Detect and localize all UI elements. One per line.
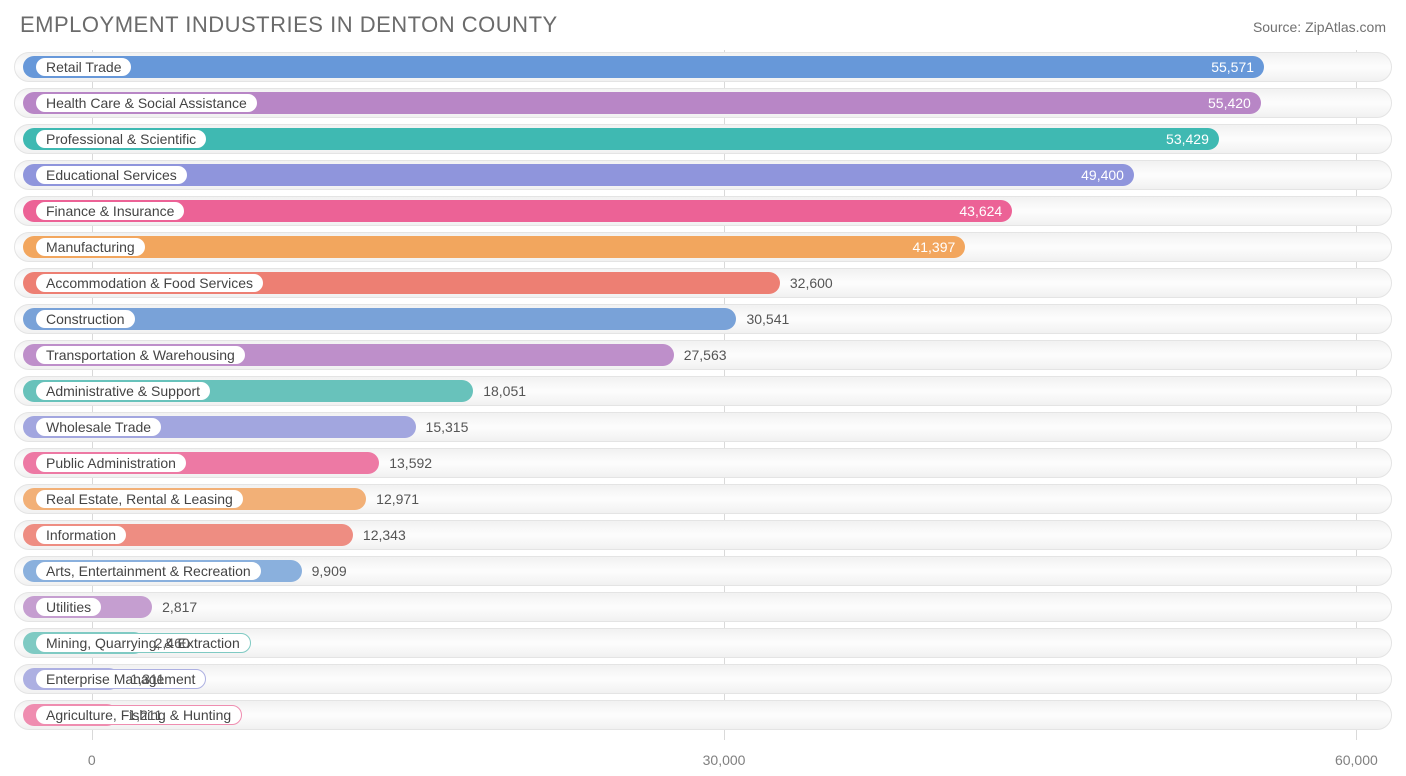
bar-value: 15,315 bbox=[426, 419, 469, 435]
chart-title: EMPLOYMENT INDUSTRIES IN DENTON COUNTY bbox=[20, 12, 558, 38]
bar-value: 49,400 bbox=[1081, 167, 1124, 183]
bar-track: 55,571 Retail Trade bbox=[14, 52, 1392, 82]
bar-label: Construction bbox=[35, 309, 136, 329]
bar-track: Enterprise Management1,311 bbox=[14, 664, 1392, 694]
bar-track: 53,429 Professional & Scientific bbox=[14, 124, 1392, 154]
bar-track: Transportation & Warehousing 27,563 bbox=[14, 340, 1392, 370]
bar-value: 1,211 bbox=[128, 707, 162, 723]
bar-fill: 49,400 bbox=[23, 164, 1134, 186]
x-axis: 0 30,000 60,000 bbox=[14, 746, 1392, 770]
bar-value: 12,971 bbox=[376, 491, 419, 507]
bar-label: Enterprise Management bbox=[35, 669, 206, 689]
bar-fill: 41,397 bbox=[23, 236, 965, 258]
bar-label: Wholesale Trade bbox=[35, 417, 162, 437]
bar-value: 30,541 bbox=[746, 311, 789, 327]
bar-track: Agriculture, Fishing & Hunting1,211 bbox=[14, 700, 1392, 730]
bar-track: Real Estate, Rental & Leasing 12,971 bbox=[14, 484, 1392, 514]
bar-track: Construction 30,541 bbox=[14, 304, 1392, 334]
bar-value: 53,429 bbox=[1166, 131, 1209, 147]
bar-track: Accommodation & Food Services 32,600 bbox=[14, 268, 1392, 298]
axis-tick-label: 0 bbox=[88, 752, 96, 768]
bar-label: Finance & Insurance bbox=[35, 201, 185, 221]
source-name: ZipAtlas.com bbox=[1305, 19, 1386, 35]
bar-fill: 55,571 bbox=[23, 56, 1264, 78]
bar-value: 55,571 bbox=[1211, 59, 1254, 75]
bar-track: Administrative & Support 18,051 bbox=[14, 376, 1392, 406]
axis-tick-label: 60,000 bbox=[1335, 752, 1378, 768]
bar-value: 43,624 bbox=[959, 203, 1002, 219]
chart-area: 55,571 Retail Trade 55,420 Health Care & So… bbox=[14, 50, 1392, 770]
bar-value: 2,817 bbox=[162, 599, 197, 615]
bars-container: 55,571 Retail Trade 55,420 Health Care & So… bbox=[14, 52, 1392, 730]
bar-label: Information bbox=[35, 525, 127, 545]
bar-value: 18,051 bbox=[483, 383, 526, 399]
bar-value: 55,420 bbox=[1208, 95, 1251, 111]
source-prefix: Source: bbox=[1253, 19, 1305, 35]
bar-label: Mining, Quarrying, & Extraction bbox=[35, 633, 251, 653]
bar-track: 43,624 Finance & Insurance bbox=[14, 196, 1392, 226]
bar-value: 1,311 bbox=[130, 671, 164, 687]
bar-track: Wholesale Trade 15,315 bbox=[14, 412, 1392, 442]
bar-value: 41,397 bbox=[912, 239, 955, 255]
bar-track: Utilities 2,817 bbox=[14, 592, 1392, 622]
bar-track: Mining, Quarrying, & Extraction2,460 bbox=[14, 628, 1392, 658]
bar-label: Retail Trade bbox=[35, 57, 132, 77]
bar-track: Public Administration 13,592 bbox=[14, 448, 1392, 478]
bar-label: Utilities bbox=[35, 597, 102, 617]
bar-label: Professional & Scientific bbox=[35, 129, 207, 149]
bar-track: 41,397 Manufacturing bbox=[14, 232, 1392, 262]
bar-label: Public Administration bbox=[35, 453, 187, 473]
chart-header: EMPLOYMENT INDUSTRIES IN DENTON COUNTY S… bbox=[0, 0, 1406, 46]
bar-value: 32,600 bbox=[790, 275, 833, 291]
bar-label: Transportation & Warehousing bbox=[35, 345, 246, 365]
chart-source: Source: ZipAtlas.com bbox=[1253, 19, 1386, 35]
bar-value: 9,909 bbox=[312, 563, 347, 579]
bar-value: 12,343 bbox=[363, 527, 406, 543]
bar-label: Arts, Entertainment & Recreation bbox=[35, 561, 262, 581]
bar-track: 49,400 Educational Services bbox=[14, 160, 1392, 190]
bar-value: 27,563 bbox=[684, 347, 727, 363]
bar-label: Health Care & Social Assistance bbox=[35, 93, 258, 113]
bar-label: Accommodation & Food Services bbox=[35, 273, 264, 293]
bar-label: Administrative & Support bbox=[35, 381, 211, 401]
bar-label: Educational Services bbox=[35, 165, 188, 185]
bar-track: Arts, Entertainment & Recreation 9,909 bbox=[14, 556, 1392, 586]
bar-value: 2,460 bbox=[155, 635, 190, 651]
bar-label: Manufacturing bbox=[35, 237, 146, 257]
bar-track: Information 12,343 bbox=[14, 520, 1392, 550]
bar-label: Real Estate, Rental & Leasing bbox=[35, 489, 244, 509]
bar-value: 13,592 bbox=[389, 455, 432, 471]
bar-track: 55,420 Health Care & Social Assistance bbox=[14, 88, 1392, 118]
axis-tick-label: 30,000 bbox=[703, 752, 746, 768]
